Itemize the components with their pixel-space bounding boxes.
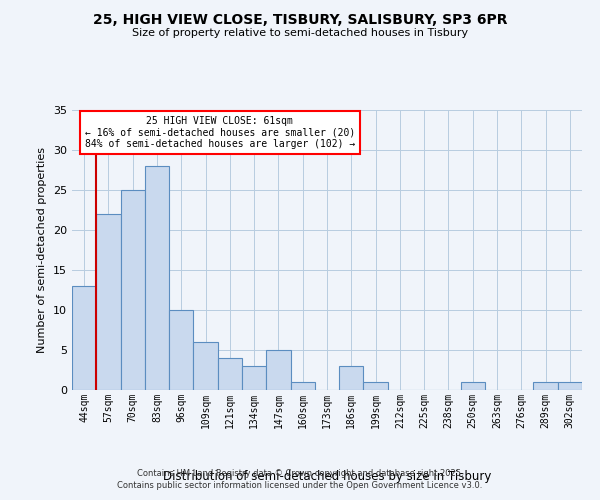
X-axis label: Distribution of semi-detached houses by size in Tisbury: Distribution of semi-detached houses by … [163, 470, 491, 482]
Bar [461, 382, 485, 390]
Text: 25, HIGH VIEW CLOSE, TISBURY, SALISBURY, SP3 6PR: 25, HIGH VIEW CLOSE, TISBURY, SALISBURY,… [93, 12, 507, 26]
Bar [290, 382, 315, 390]
Bar [193, 342, 218, 390]
Text: Size of property relative to semi-detached houses in Tisbury: Size of property relative to semi-detach… [132, 28, 468, 38]
Bar [364, 382, 388, 390]
Text: Contains HM Land Registry data © Crown copyright and database right 2025.: Contains HM Land Registry data © Crown c… [137, 468, 463, 477]
Bar [145, 166, 169, 390]
Text: 25 HIGH VIEW CLOSE: 61sqm
← 16% of semi-detached houses are smaller (20)
84% of : 25 HIGH VIEW CLOSE: 61sqm ← 16% of semi-… [85, 116, 355, 149]
Bar [121, 190, 145, 390]
Bar [96, 214, 121, 390]
Bar [72, 286, 96, 390]
Bar [169, 310, 193, 390]
Text: Contains public sector information licensed under the Open Government Licence v3: Contains public sector information licen… [118, 481, 482, 490]
Y-axis label: Number of semi-detached properties: Number of semi-detached properties [37, 147, 47, 353]
Bar [242, 366, 266, 390]
Bar [266, 350, 290, 390]
Bar [339, 366, 364, 390]
Bar [218, 358, 242, 390]
Bar [558, 382, 582, 390]
Bar [533, 382, 558, 390]
